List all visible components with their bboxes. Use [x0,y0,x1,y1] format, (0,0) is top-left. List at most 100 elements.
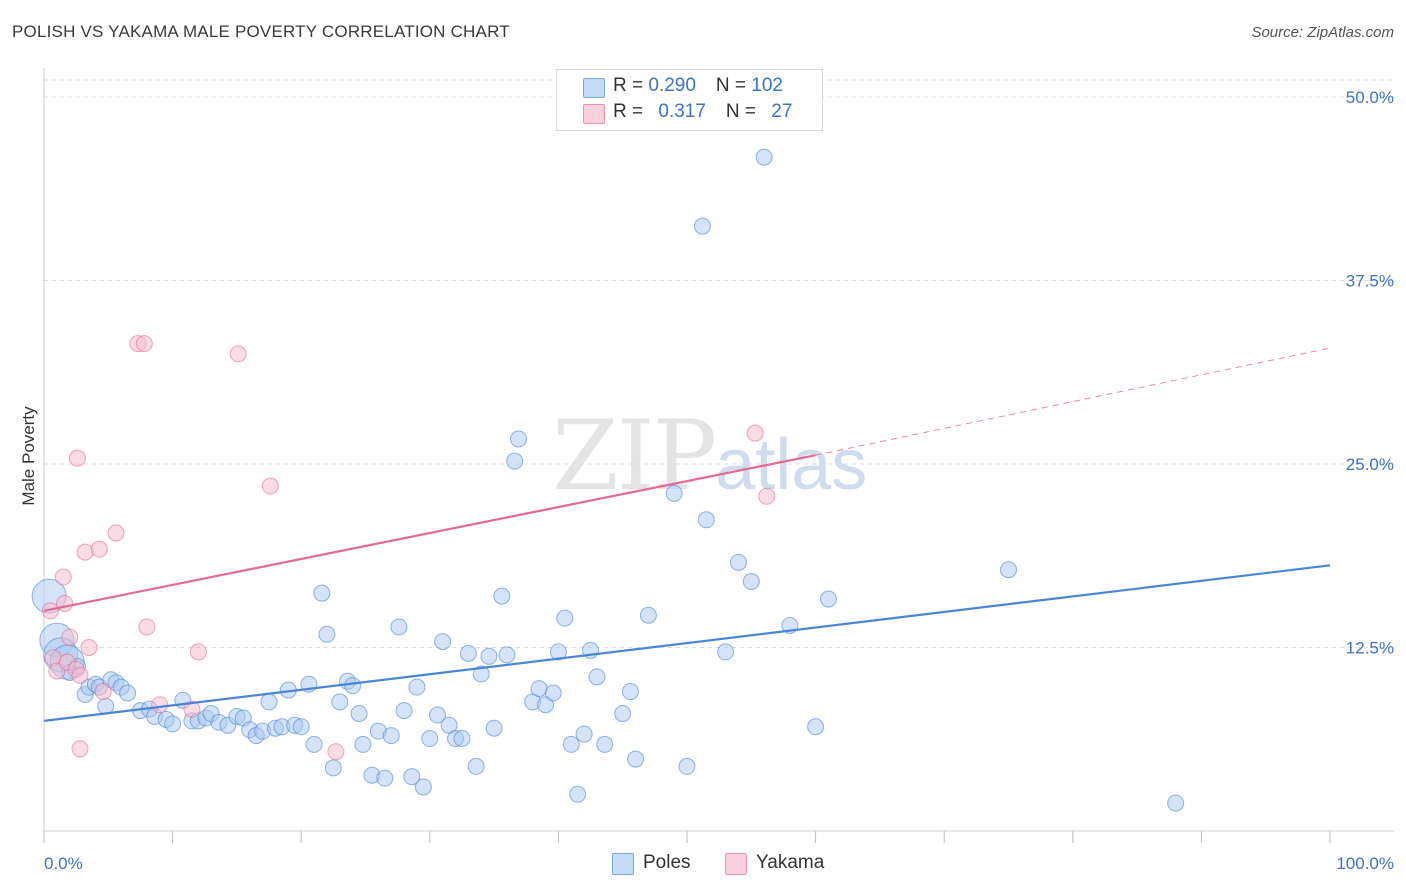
poles-point [665,484,683,502]
poles-point [480,647,498,665]
poles-point [429,706,447,724]
yakama-point [54,568,72,586]
yakama-point [151,696,169,714]
poles-point [459,644,477,662]
watermark: ZIPatlas [552,400,867,512]
yakama-point [94,683,112,701]
poles-point [1167,794,1185,812]
legend-row-poles: R = 0.290 N = 102 [613,75,783,97]
poles-point [627,750,645,768]
poles-point [421,730,439,748]
legend-row-yakama: R = 0.317 N = 27 [613,101,792,123]
yakama-point [68,449,86,467]
poles-point [305,735,323,753]
poles-point [382,727,400,745]
poles-point [510,430,528,448]
yakama-point [746,424,764,442]
yakama-point [183,700,201,718]
yakama-point [56,594,74,612]
poles-point [453,730,471,748]
yakama-point [61,628,79,646]
poles-point [350,705,368,723]
poles-point [434,633,452,651]
yakama-point [71,666,89,684]
yakama-point [138,618,156,636]
yakama-point [71,740,89,758]
poles-point [596,735,614,753]
poles-point [331,693,349,711]
poles-point [485,719,503,737]
yakama-point [41,602,59,620]
poles-point [678,757,696,775]
y-tick-label: 50.0% [1346,88,1394,107]
legend-r-label: R = [613,101,649,122]
poles-point [537,696,555,714]
legend-r-value: 0.317 [658,101,706,122]
chart-title: POLISH VS YAKAMA MALE POVERTY CORRELATIO… [12,22,510,41]
poles-point [292,718,310,736]
poles-point [1000,561,1017,579]
poles-point [119,684,137,702]
legend-n-value: 27 [771,101,793,122]
legend-swatch-poles [583,78,605,98]
yakama-point [76,543,94,561]
poles-point [506,452,524,470]
poles-point [569,785,587,803]
poles-point [472,665,490,683]
poles-point [354,735,372,753]
legend-r-label: R = [613,75,649,96]
y-tick-label: 25.0% [1346,455,1394,474]
poles-point [639,606,657,624]
poles-point [344,677,362,695]
poles-point [549,643,567,661]
poles-point [313,584,331,602]
legend-swatch-yakama [583,104,605,124]
poles-point [807,718,825,736]
poles-point [729,553,747,571]
poles-point [498,646,516,664]
poles-point [614,705,632,723]
poles-point [621,683,639,701]
yakama-point [107,524,125,542]
poles-point [408,678,426,696]
poles-trend-line [43,564,1331,722]
yakama-point [327,743,345,761]
poles-point [390,618,408,636]
yakama-point [261,477,279,495]
watermark-sub: atlas [715,425,868,505]
legend-n-label: N = [725,101,762,122]
poles-point [717,643,735,661]
yakama-point [80,639,98,656]
yakama-point [758,487,776,505]
legend-n-value: 102 [751,75,783,96]
poles-point [697,511,715,529]
poles-point [324,759,342,777]
poles-point [376,769,394,787]
poles-point [164,715,182,733]
poles-point [819,590,837,608]
poles-point [414,778,432,796]
poles-point [742,572,760,590]
poles-point [403,768,421,786]
yakama-point [189,643,207,661]
yakama-trend-line [43,454,816,612]
x-tick-label: 0.0% [44,854,83,873]
poles-point [556,609,574,627]
bottom-legend-swatch-yakama [725,853,747,875]
source-credit: Source: ZipAtlas.com [1251,24,1394,41]
poles-point [318,625,336,643]
bottom-legend-label-poles: Poles [643,852,691,873]
x-tick-label: 100.0% [1336,854,1394,873]
yakama-point [135,335,153,353]
bottom-legend-label-yakama: Yakama [756,852,825,873]
correlation-legend: R = 0.290 N = 102 R = 0.317 N = 27 [556,69,823,131]
yakama-trend-extension [815,347,1331,456]
watermark-main: ZIP [552,400,717,512]
poles-point [693,217,711,235]
poles-point [562,735,580,753]
legend-n-label: N = [715,75,752,96]
y-tick-label: 37.5% [1346,272,1394,291]
poles-point [395,702,413,720]
poles-point [575,725,593,743]
